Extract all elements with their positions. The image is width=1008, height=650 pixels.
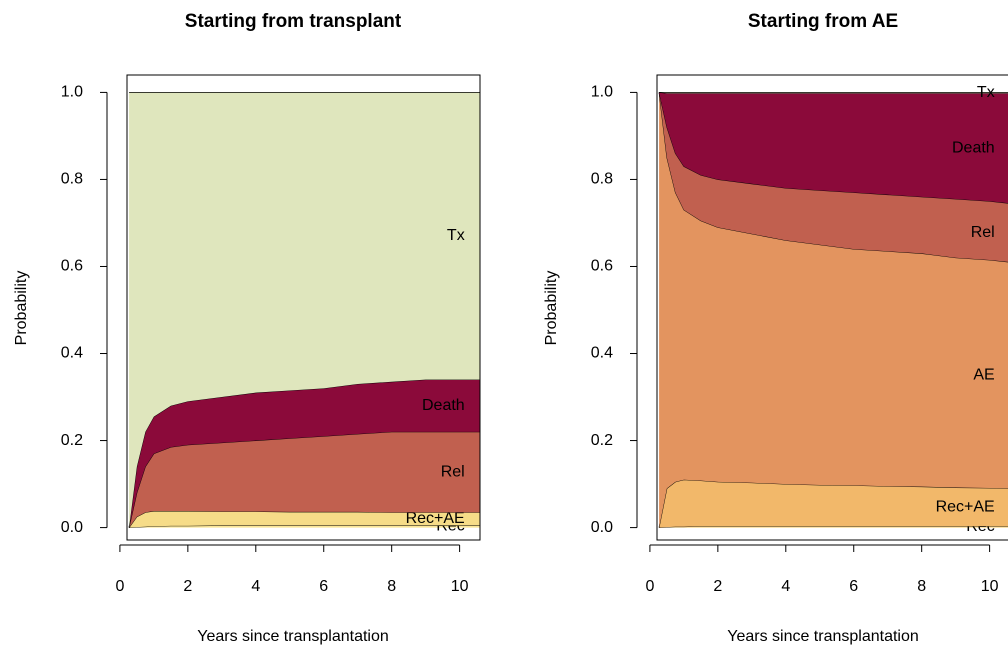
x-tick-label: 8 — [387, 578, 396, 595]
area — [129, 511, 480, 528]
area — [129, 525, 480, 528]
x-tick-label: 6 — [849, 578, 858, 595]
y-axis-label: Probability — [13, 271, 30, 346]
band-label: AE — [973, 366, 994, 383]
area — [129, 431, 480, 528]
area — [659, 92, 1008, 262]
x-axis-label: Years since transplantation — [197, 628, 389, 645]
band-edge — [659, 92, 1008, 94]
y-tick-label: 0.4 — [591, 345, 613, 362]
band-edge — [128, 431, 480, 528]
y-tick-label: 0.4 — [61, 345, 83, 362]
x-tick-label: 2 — [183, 578, 192, 595]
area — [129, 379, 480, 528]
band-label: Rel — [971, 224, 995, 241]
y-tick-label: 0.8 — [61, 171, 83, 188]
y-axis-label: Probability — [543, 271, 560, 346]
x-tick-label: 2 — [713, 578, 722, 595]
band-label: Tx — [977, 84, 995, 101]
area — [659, 92, 1008, 204]
x-tick-label: 4 — [781, 578, 790, 595]
band-label: Rec+AE — [936, 499, 995, 516]
band-label: Death — [422, 397, 465, 414]
area — [129, 92, 480, 528]
x-tick-label: 10 — [981, 578, 999, 595]
y-tick-label: 0.8 — [591, 171, 613, 188]
band-label: Rel — [441, 463, 465, 480]
x-tick-label: 0 — [115, 578, 124, 595]
x-axis-label: Years since transplantation — [727, 628, 919, 645]
y-tick-label: 1.0 — [591, 84, 613, 101]
x-tick-label: 8 — [917, 578, 926, 595]
area — [659, 479, 1008, 528]
y-tick-label: 1.0 — [61, 84, 83, 101]
panel: Starting from transplant Years since tran… — [13, 11, 481, 645]
frame — [656, 74, 1008, 541]
panel: Starting from AE Years since transplantat… — [543, 11, 1008, 645]
x-tick-label: 10 — [451, 578, 469, 595]
frame — [126, 74, 481, 541]
area — [659, 92, 1008, 528]
band-label: Rec+AE — [406, 510, 465, 527]
band-label: Tx — [447, 227, 465, 244]
y-tick-label: 0.6 — [61, 258, 83, 275]
x-tick-label: 6 — [319, 578, 328, 595]
y-tick-label: 0.2 — [61, 432, 83, 449]
y-tick-label: 0.0 — [61, 519, 83, 536]
y-tick-label: 0.6 — [591, 258, 613, 275]
y-tick-label: 0.2 — [591, 432, 613, 449]
chart-title: Starting from transplant — [185, 11, 402, 32]
band-label: Death — [952, 140, 995, 157]
x-tick-label: 4 — [251, 578, 260, 595]
x-tick-label: 0 — [645, 578, 654, 595]
chart-title: Starting from AE — [748, 11, 898, 32]
y-tick-label: 0.0 — [591, 519, 613, 536]
